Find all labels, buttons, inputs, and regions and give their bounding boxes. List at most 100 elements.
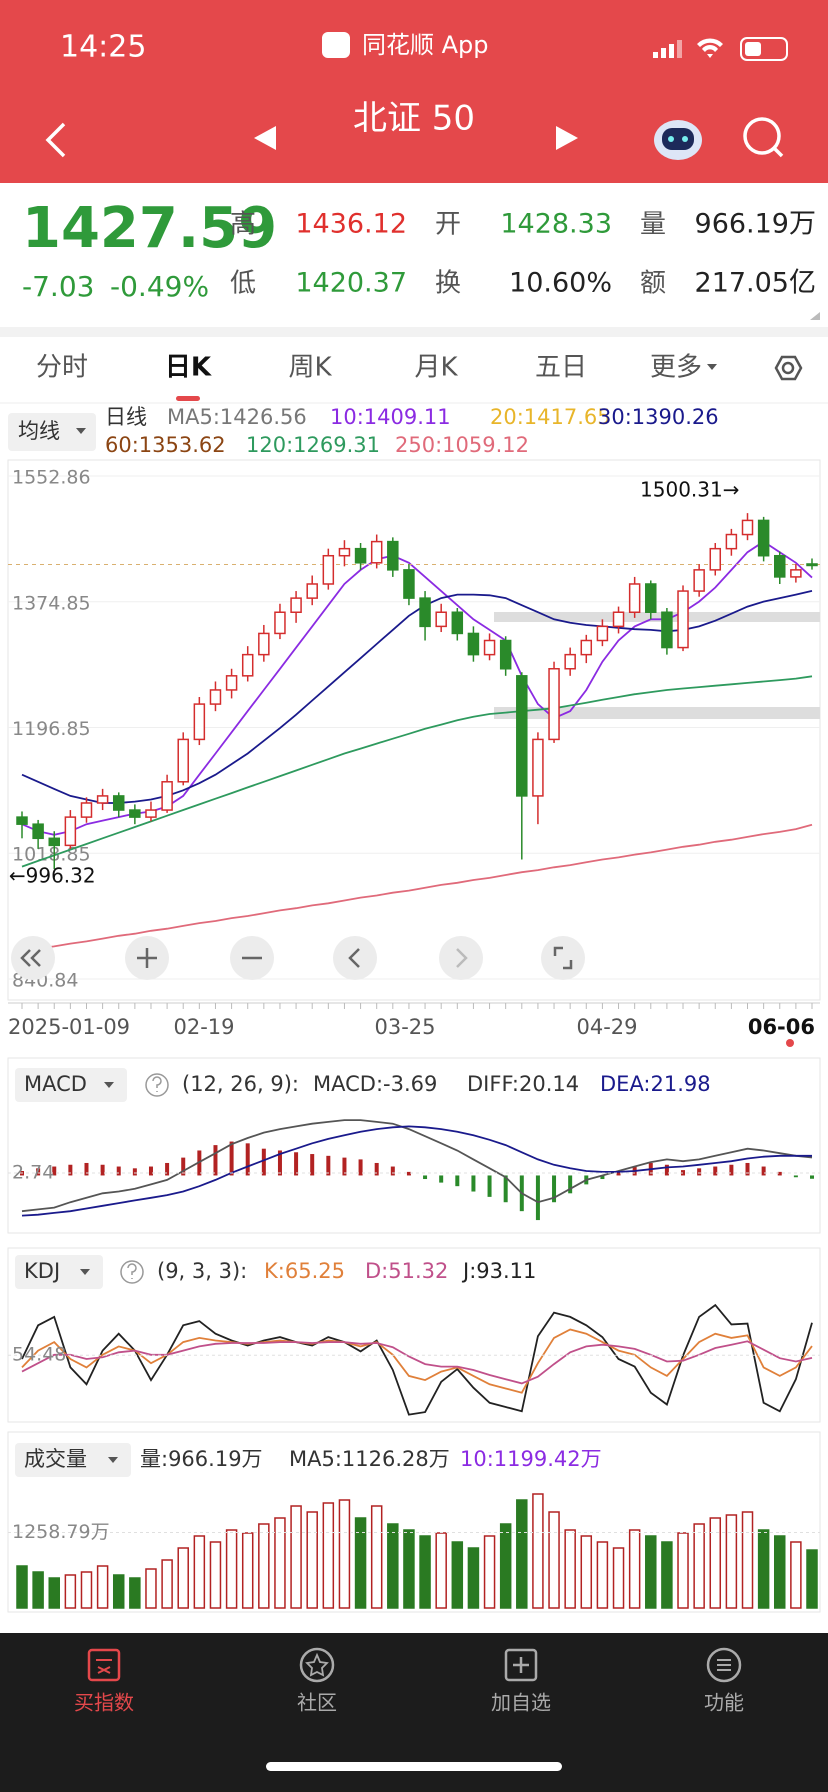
volume-bar: [757, 1529, 770, 1609]
help-icon[interactable]: [145, 1073, 169, 1097]
candle-body: [112, 795, 125, 811]
macd-bar: [261, 1148, 266, 1176]
candle-body: [322, 554, 335, 585]
tab[interactable]: 周K: [288, 353, 332, 383]
candle-body: [274, 611, 286, 635]
macd-bar: [664, 1164, 669, 1176]
volume-bar: [16, 1565, 28, 1609]
nav-icon-plus: [513, 1657, 529, 1673]
candle-body: [370, 540, 383, 564]
panel-frame: [7, 1057, 821, 1234]
tab[interactable]: 更多: [650, 353, 702, 383]
next-button[interactable]: [556, 126, 578, 150]
volume-bar: [532, 1493, 544, 1609]
nav-label[interactable]: 社区: [297, 1691, 337, 1715]
candle-body: [16, 816, 28, 825]
panel-selector-bg[interactable]: [15, 1255, 103, 1289]
ma-selector[interactable]: 均线: [18, 419, 60, 443]
panel-name[interactable]: MACD: [24, 1072, 87, 1096]
tab-indicator: [176, 396, 200, 401]
nav-label[interactable]: 加自选: [491, 1691, 551, 1715]
date-label: 2025-01-09: [8, 1015, 130, 1039]
macd-bar: [213, 1145, 218, 1176]
candle-body: [532, 738, 544, 797]
tab[interactable]: 分时: [36, 353, 88, 383]
ma-legend-item: 10:1409.11: [330, 405, 451, 429]
volume-bar: [48, 1577, 60, 1609]
candle-body: [499, 639, 512, 670]
panel-params: (12, 26, 9):: [182, 1072, 299, 1096]
candle-body: [757, 519, 770, 557]
back-button[interactable]: [45, 122, 66, 158]
low-annotation: ←996.32: [9, 864, 96, 888]
settings-button[interactable]: [774, 355, 803, 381]
macd-bar: [568, 1175, 573, 1194]
ma-selector-bg[interactable]: [8, 413, 96, 451]
nav-label[interactable]: 买指数: [74, 1691, 134, 1715]
candle-body: [32, 823, 44, 840]
candle-body: [129, 809, 141, 818]
nav-label[interactable]: 功能: [704, 1691, 744, 1715]
panel-selector-bg[interactable]: [15, 1068, 127, 1102]
volume-bar: [177, 1547, 189, 1609]
candle-body: [612, 611, 625, 628]
macd-bar: [310, 1154, 315, 1176]
date-label: 02-19: [173, 1015, 234, 1039]
nav-icon[interactable]: [87, 1648, 121, 1682]
volume-bar: [580, 1535, 593, 1609]
volume-bar: [370, 1505, 383, 1609]
macd-bar: [390, 1166, 395, 1176]
help-mark: [152, 1076, 162, 1092]
y-tick-label: 1552.86: [12, 467, 91, 489]
panel-readout: D:51.32: [365, 1259, 448, 1283]
quote-label: 低: [230, 269, 256, 299]
macd-bar: [229, 1141, 234, 1176]
tab[interactable]: 月K: [414, 353, 458, 383]
dropdown-arrow: [76, 428, 86, 434]
candle-body: [354, 547, 367, 564]
nav-icon[interactable]: [504, 1648, 538, 1682]
panel-readout: J:93.11: [461, 1259, 536, 1283]
indicator-line: [21, 1303, 813, 1416]
volume-bar: [774, 1535, 786, 1609]
candle-body: [258, 632, 270, 656]
quote-value: 1420.37: [295, 268, 407, 299]
volume-bar: [290, 1505, 302, 1609]
candle-body: [774, 554, 786, 578]
nav-icon-mark: [96, 1659, 112, 1674]
help-mark: [127, 1263, 137, 1279]
pan-left[interactable]: [333, 936, 377, 980]
pan-right[interactable]: [439, 936, 483, 980]
nav-icon[interactable]: [706, 1647, 742, 1683]
current-dot: [786, 1039, 794, 1047]
nav-icon[interactable]: [299, 1647, 335, 1683]
fullscreen[interactable]: [541, 936, 585, 980]
volume-bar: [112, 1574, 125, 1609]
volume-bar: [709, 1517, 722, 1609]
robot-icon[interactable]: [654, 120, 702, 160]
macd-bar: [68, 1164, 73, 1176]
tab[interactable]: 五日: [535, 353, 587, 383]
prev-button[interactable]: [254, 126, 276, 150]
panel-name[interactable]: KDJ: [24, 1259, 60, 1283]
candle-body: [806, 563, 818, 567]
volume-bar: [387, 1523, 399, 1609]
panel-name[interactable]: 成交量: [24, 1447, 87, 1471]
ma-legend-item: 250:1059.12: [395, 433, 529, 457]
volume-bar: [32, 1571, 44, 1609]
search-button[interactable]: [743, 117, 784, 158]
quote-value: 10.60%: [509, 268, 612, 299]
macd-bar: [439, 1175, 444, 1183]
panel-selector-bg[interactable]: [15, 1443, 131, 1477]
panel-frame: [7, 1247, 821, 1423]
macd-bar: [423, 1175, 428, 1180]
help-icon[interactable]: [120, 1260, 144, 1284]
volume-bar: [209, 1541, 222, 1609]
quote-value: 1436.12: [295, 209, 407, 240]
macd-bar: [503, 1175, 508, 1203]
panel-tick-label: 1258.79万: [12, 1521, 110, 1543]
macd-bar: [681, 1170, 686, 1176]
tab[interactable]: 日K: [165, 353, 212, 383]
macd-bar: [552, 1175, 557, 1203]
